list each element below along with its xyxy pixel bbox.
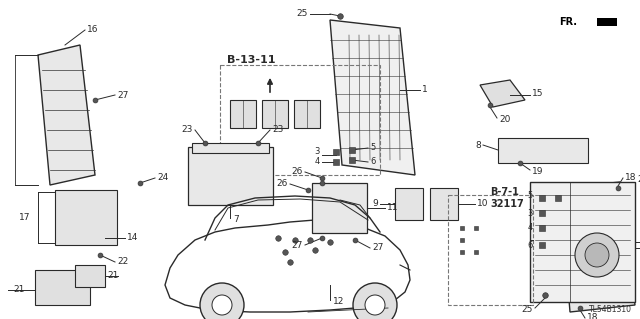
Text: 20: 20 [499, 115, 510, 124]
Text: 3: 3 [315, 147, 320, 157]
Polygon shape [38, 45, 95, 185]
Bar [530, 182, 635, 302]
Bar [192, 143, 269, 153]
Bar [220, 65, 380, 175]
Text: 26: 26 [276, 180, 288, 189]
Text: 32117: 32117 [490, 199, 524, 209]
Text: B-13-11: B-13-11 [227, 55, 275, 65]
Circle shape [585, 243, 609, 267]
Text: 19: 19 [532, 167, 543, 175]
Text: 15: 15 [532, 90, 543, 99]
Bar [430, 188, 458, 220]
Polygon shape [480, 80, 525, 107]
Text: 1: 1 [422, 85, 428, 94]
Text: 9: 9 [372, 199, 378, 209]
Text: 24: 24 [157, 174, 168, 182]
Polygon shape [165, 220, 410, 312]
Bar [294, 100, 320, 128]
Bar [448, 195, 533, 305]
Bar [597, 18, 617, 26]
Circle shape [200, 283, 244, 319]
Circle shape [365, 295, 385, 315]
Text: 18: 18 [625, 173, 637, 182]
Text: 4: 4 [315, 158, 320, 167]
Text: 14: 14 [127, 234, 138, 242]
Text: B-7-1: B-7-1 [490, 187, 519, 197]
Text: FR.: FR. [559, 17, 577, 27]
Text: 21: 21 [13, 286, 25, 294]
Bar [35, 270, 90, 305]
Text: 27: 27 [117, 91, 129, 100]
Text: 21: 21 [107, 271, 118, 280]
Text: 8: 8 [476, 140, 481, 150]
Text: 17: 17 [19, 212, 30, 221]
Text: 23: 23 [182, 124, 193, 133]
Circle shape [353, 283, 397, 319]
Text: 5: 5 [370, 144, 375, 152]
Polygon shape [275, 250, 395, 285]
Text: 18: 18 [587, 314, 598, 319]
Text: 16: 16 [87, 25, 99, 33]
Text: 23: 23 [272, 124, 284, 133]
Circle shape [212, 295, 232, 315]
Text: 6: 6 [370, 158, 376, 167]
Text: 25: 25 [296, 10, 308, 19]
Text: 6: 6 [527, 241, 533, 249]
Text: 26: 26 [292, 167, 303, 176]
Bar [498, 138, 588, 163]
Bar [230, 100, 256, 128]
Text: 22: 22 [117, 257, 128, 266]
Polygon shape [330, 20, 415, 175]
Text: 12: 12 [333, 298, 344, 307]
Bar [312, 183, 367, 233]
Text: 10: 10 [477, 199, 488, 209]
Text: 25: 25 [522, 306, 533, 315]
Circle shape [575, 233, 619, 277]
Bar [262, 100, 288, 128]
Polygon shape [560, 182, 635, 312]
Text: TL54B1310: TL54B1310 [589, 305, 632, 314]
Text: 11: 11 [387, 204, 399, 212]
Text: 4: 4 [528, 224, 533, 233]
Bar [75, 265, 105, 287]
Text: 27: 27 [292, 241, 303, 249]
Bar [395, 188, 423, 220]
Text: 25: 25 [637, 175, 640, 184]
Bar [188, 147, 273, 205]
Text: 27: 27 [372, 243, 383, 253]
Bar [55, 190, 117, 245]
Text: 7: 7 [233, 216, 239, 225]
Text: 3: 3 [527, 209, 533, 218]
Text: 5: 5 [528, 191, 533, 201]
